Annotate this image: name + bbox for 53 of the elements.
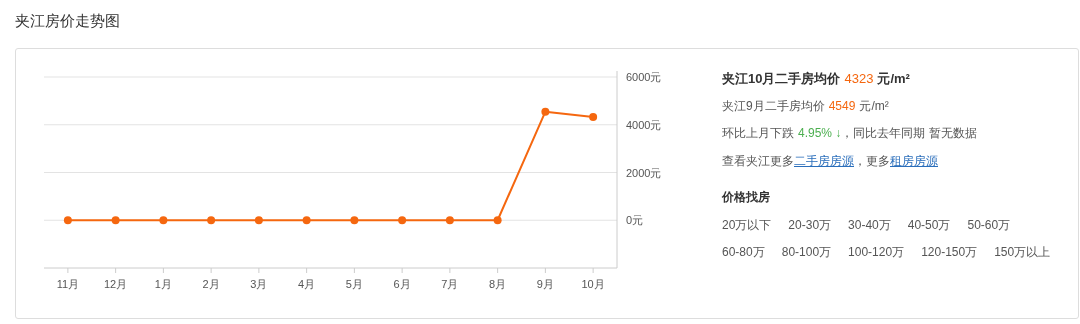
point [254, 216, 263, 225]
text: 60-80万 [722, 245, 765, 259]
text: 40-50万 [907, 218, 951, 232]
x-tick-label: 8月 [489, 278, 507, 290]
text: 元/m² [877, 71, 910, 86]
y-tick-label: 2000元 [626, 166, 662, 179]
point [302, 216, 311, 225]
text: ，同比去年同期 暂无数据 [841, 126, 977, 140]
point [207, 216, 216, 225]
point [63, 216, 72, 225]
point [493, 216, 502, 225]
point [445, 216, 454, 225]
x-tick-label: 7月 [441, 278, 459, 290]
chart-title: 夹江房价走势图 [15, 12, 120, 31]
point [589, 113, 598, 122]
x-tick-label: 5月 [345, 278, 363, 290]
text: ，更多 [854, 154, 890, 168]
text: 4.95% ↓ [798, 126, 842, 140]
x-tick-label: 6月 [393, 278, 411, 290]
y-tick-label: 4000元 [626, 118, 662, 131]
text: 查看夹江更多 [722, 154, 794, 168]
text: 50-60万 [967, 218, 1011, 232]
x-tick-label: 12月 [104, 278, 128, 290]
x-tick-label: 9月 [536, 278, 554, 290]
point [350, 216, 359, 225]
point [541, 107, 550, 116]
text: 租房房源 [890, 154, 938, 168]
x-tick-label: 4月 [298, 278, 316, 290]
text: 二手房房源 [794, 154, 854, 168]
x-tick-label: 10月 [581, 278, 605, 290]
text: 20万以下 [722, 218, 772, 232]
text: 30-40万 [848, 218, 891, 232]
y-tick-label: 0元 [626, 214, 644, 227]
text: 20-30万 [788, 218, 832, 232]
text: 150万以上 [994, 245, 1051, 259]
x-tick-label: 3月 [250, 278, 268, 290]
x-tick-label: 2月 [202, 278, 220, 290]
point [111, 216, 120, 225]
text: 价格找房 [722, 190, 770, 204]
x-tick-label: 1月 [154, 278, 172, 290]
x-tick-label: 11月 [56, 278, 80, 290]
text: 4323 [844, 71, 874, 86]
text: 120-150万 [921, 245, 978, 259]
text: 夹江10月二手房均价 [722, 71, 841, 86]
text: 元/m² [859, 99, 889, 113]
point [159, 216, 168, 225]
text: 100-120万 [848, 245, 905, 259]
text: 80-100万 [781, 245, 832, 259]
point [398, 216, 407, 225]
text: 夹江9月二手房均价 [722, 99, 825, 113]
text: 环比上月下跌 [722, 126, 794, 140]
y-tick-label: 6000元 [626, 71, 662, 83]
text: 4549 [828, 99, 856, 113]
